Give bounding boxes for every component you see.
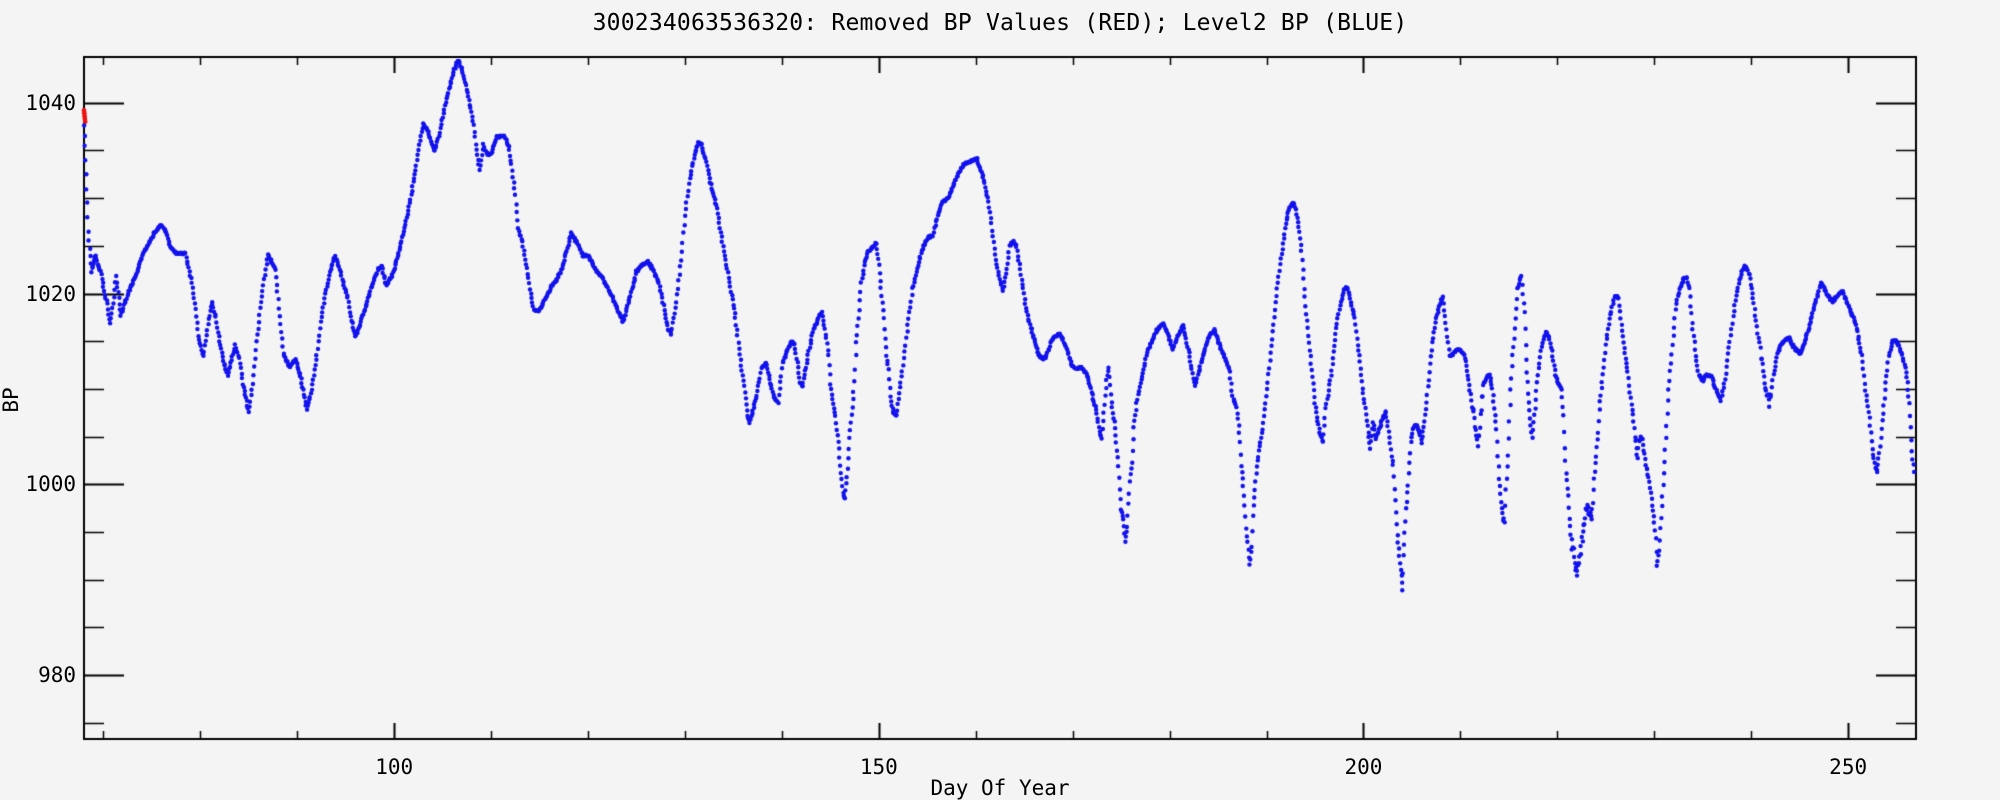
x-axis-label: Day Of Year: [930, 776, 1070, 800]
x-tick-label: 200: [1344, 755, 1383, 779]
y-axis-label: BP: [0, 387, 23, 413]
y-tick-label: 980: [38, 663, 76, 688]
x-tick-label: 150: [859, 755, 898, 779]
plot-title: 300234063536320: Removed BP Values (RED)…: [592, 10, 1408, 36]
x-tick-label: 100: [375, 755, 414, 779]
y-tick-label: 1000: [25, 472, 76, 497]
x-tick-label: 250: [1829, 755, 1868, 779]
y-tick-label: 1020: [25, 281, 76, 306]
y-tick-label: 1040: [25, 90, 76, 115]
